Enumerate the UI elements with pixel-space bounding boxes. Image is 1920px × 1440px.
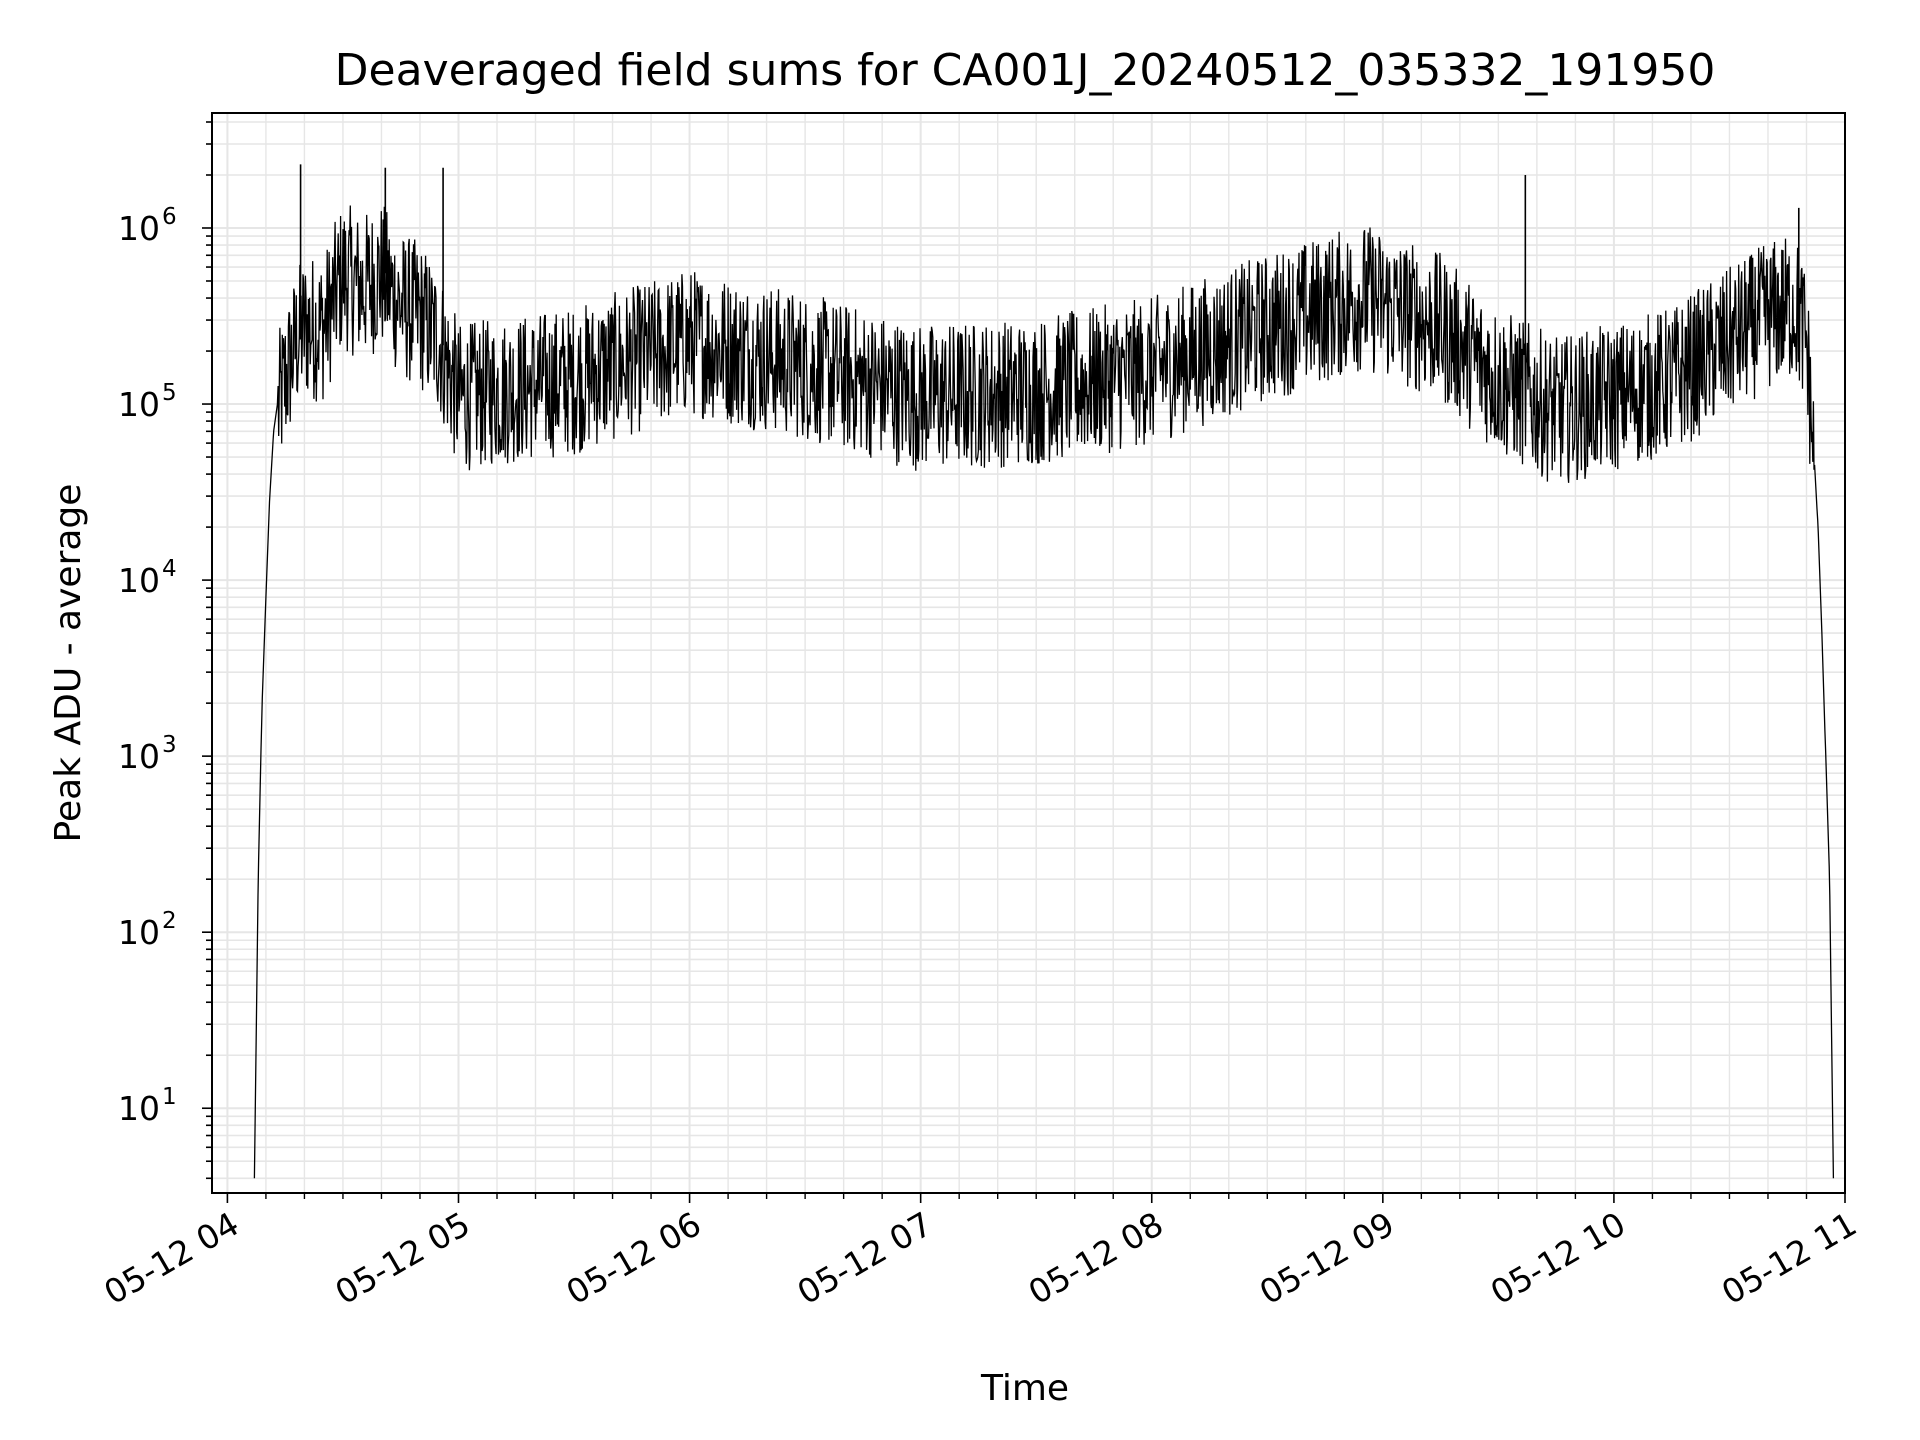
y-tick-base: 10: [118, 561, 160, 600]
y-tick-exponent: 3: [162, 732, 177, 758]
y-tick-label: 10: [118, 737, 160, 776]
y-tick-base: 10: [118, 209, 160, 248]
y-tick-exponent: 1: [162, 1084, 177, 1110]
y-tick-exponent: 4: [162, 556, 177, 582]
y-tick-base: 10: [118, 913, 160, 952]
y-tick-base: 10: [118, 737, 160, 776]
y-tick-base: 10: [118, 385, 160, 424]
y-tick-label: 10: [118, 913, 160, 952]
data-layer: [253, 164, 1835, 1179]
y-tick-label: 10: [118, 1089, 160, 1128]
y-tick-exponent: 6: [162, 204, 177, 230]
plot-frame: [211, 112, 1846, 1194]
x-axis-title: Time: [980, 1368, 1069, 1409]
chart-title: Deaveraged field sums for CA001J_2024051…: [335, 45, 1716, 96]
y-tick-label: 10: [118, 209, 160, 248]
y-tick-exponent: 2: [162, 908, 177, 934]
y-tick-exponent: 5: [162, 380, 177, 406]
series-line: [253, 205, 1835, 1179]
y-tick-label: 10: [118, 385, 160, 424]
y-tick-base: 10: [118, 1089, 160, 1128]
y-tick-label: 10: [118, 561, 160, 600]
y-axis-title: Peak ADU - average: [48, 484, 89, 843]
